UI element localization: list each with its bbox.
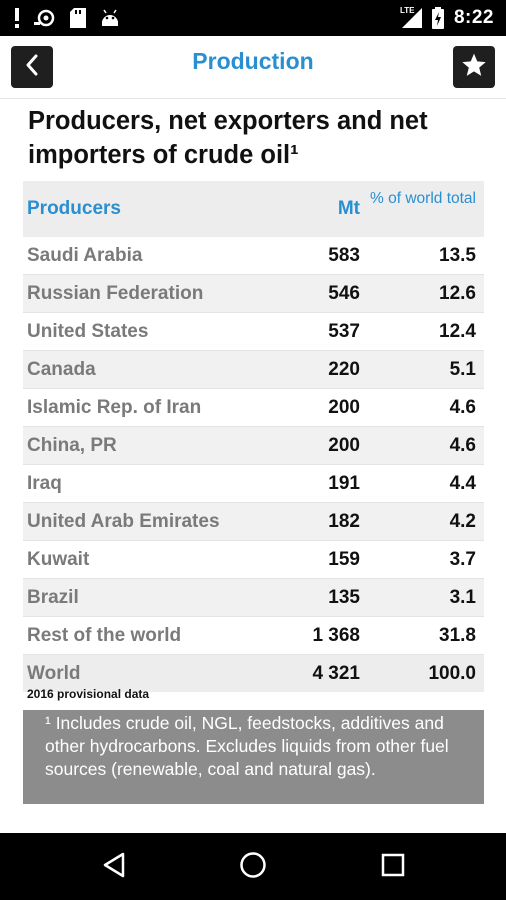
star-icon: [461, 52, 487, 83]
row-pct: 4.6: [449, 435, 476, 456]
column-header-producers: Producers: [27, 198, 121, 219]
status-right: LTE 8:22: [399, 6, 506, 29]
home-circle-icon: [239, 851, 267, 884]
row-pct: 3.7: [449, 549, 476, 570]
row-pct: 5.1: [449, 359, 476, 380]
row-name: Islamic Rep. of Iran: [27, 397, 202, 418]
table-row-total: World 4 321 100.0: [23, 655, 484, 692]
sd-card-icon: [70, 8, 86, 28]
signal-icon: LTE: [399, 6, 422, 28]
back-button[interactable]: [11, 46, 53, 88]
data-note: 2016 provisional data: [27, 687, 150, 701]
row-mt: 159: [328, 549, 360, 570]
row-mt: 191: [328, 473, 360, 494]
table-body: Saudi Arabia 583 13.5 Russian Federation 546…: [23, 237, 484, 655]
total-mt: 4 321: [312, 663, 360, 684]
total-pct: 100.0: [428, 663, 476, 684]
row-pct: 4.6: [449, 397, 476, 418]
row-pct: 13.5: [439, 245, 476, 266]
battery-charging-icon: [431, 7, 444, 29]
favorite-button[interactable]: [453, 46, 495, 88]
row-mt: 546: [328, 283, 360, 304]
header-title: Production: [192, 48, 314, 74]
table-header: Producers Mt % of world total: [23, 181, 484, 237]
row-pct: 4.4: [449, 473, 476, 494]
back-triangle-icon: [101, 851, 127, 884]
row-name: Kuwait: [27, 549, 90, 570]
row-name: United Arab Emirates: [27, 511, 220, 532]
status-bar: LTE 8:22: [0, 0, 506, 36]
row-mt: 182: [328, 511, 360, 532]
producers-table: Producers Mt % of world total Saudi Arab…: [23, 181, 484, 692]
row-pct: 4.2: [449, 511, 476, 532]
network-label: LTE: [399, 6, 415, 15]
nav-back-button[interactable]: [96, 849, 132, 885]
row-mt: 1 368: [312, 625, 360, 646]
chevron-left-icon: [25, 54, 39, 81]
navigation-bar: [0, 833, 506, 900]
row-name: Brazil: [27, 587, 79, 608]
row-pct: 31.8: [439, 625, 476, 646]
table-row: Kuwait 159 3.7: [23, 541, 484, 579]
table-row: Russian Federation 546 12.6: [23, 275, 484, 313]
table-row: Brazil 135 3.1: [23, 579, 484, 617]
table-row: United Arab Emirates 182 4.2: [23, 503, 484, 541]
clock: 8:22: [453, 7, 494, 28]
footnote-box: ¹ Includes crude oil, NGL, feedstocks, a…: [23, 710, 484, 804]
table-row: Islamic Rep. of Iran 200 4.6: [23, 389, 484, 427]
android-icon: [100, 9, 120, 27]
app-header: Production: [0, 36, 506, 99]
table-row: Saudi Arabia 583 13.5: [23, 237, 484, 275]
row-mt: 537: [328, 321, 360, 342]
row-name: China, PR: [27, 435, 117, 456]
row-mt: 200: [328, 435, 360, 456]
table-row: Canada 220 5.1: [23, 351, 484, 389]
table-row: Rest of the world 1 368 31.8: [23, 617, 484, 655]
row-mt: 135: [328, 587, 360, 608]
column-header-pct: % of world total: [370, 190, 476, 207]
row-pct: 3.1: [449, 587, 476, 608]
row-name: Russian Federation: [27, 283, 204, 304]
total-name: World: [27, 663, 81, 684]
row-mt: 200: [328, 397, 360, 418]
cast-icon: [34, 9, 56, 27]
nav-home-button[interactable]: [235, 849, 271, 885]
row-mt: 583: [328, 245, 360, 266]
row-name: Rest of the world: [27, 625, 182, 646]
footnote-text: ¹ Includes crude oil, NGL, feedstocks, a…: [45, 713, 449, 779]
page-title: Producers, net exporters and net importe…: [28, 107, 428, 169]
table-row: Iraq 191 4.4: [23, 465, 484, 503]
status-left: [0, 8, 120, 28]
row-name: Canada: [27, 359, 96, 380]
recents-square-icon: [381, 853, 405, 882]
row-mt: 220: [328, 359, 360, 380]
notification-exclamation-icon: [14, 8, 20, 28]
nav-recents-button[interactable]: [375, 849, 411, 885]
row-name: Iraq: [27, 473, 62, 494]
table-row: China, PR 200 4.6: [23, 427, 484, 465]
row-name: Saudi Arabia: [27, 245, 143, 266]
row-pct: 12.6: [439, 283, 476, 304]
table-row: United States 537 12.4: [23, 313, 484, 351]
column-header-mt: Mt: [337, 198, 360, 219]
row-name: United States: [27, 321, 149, 342]
row-pct: 12.4: [439, 321, 476, 342]
